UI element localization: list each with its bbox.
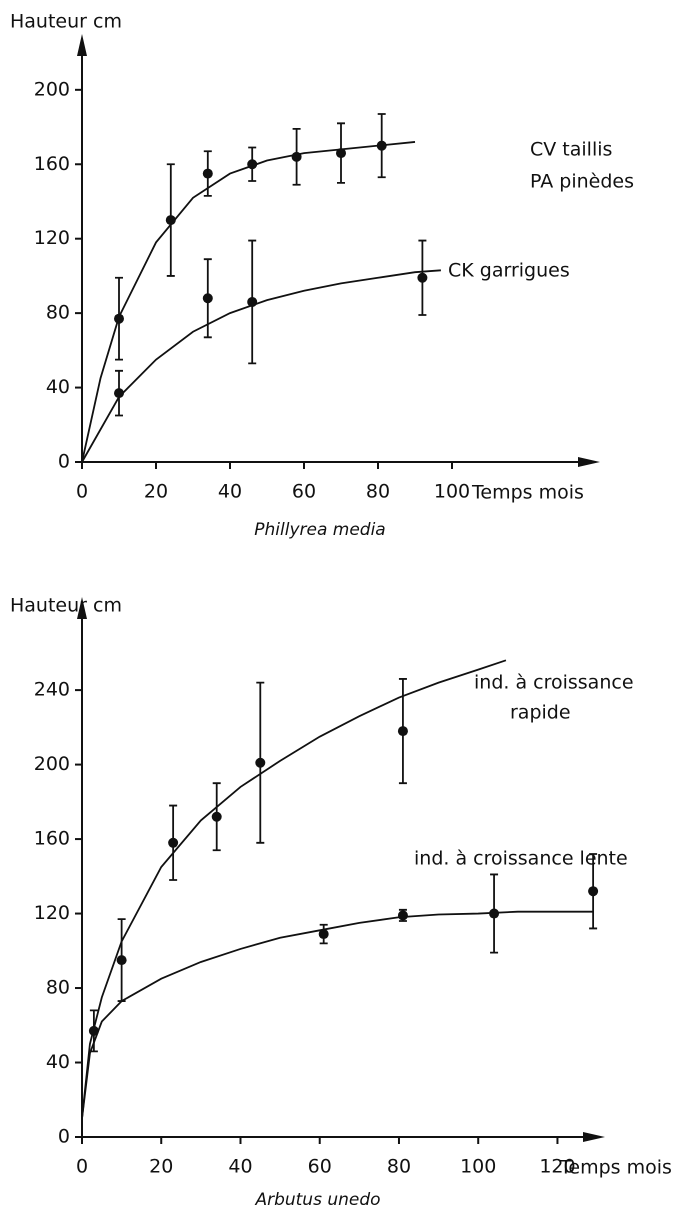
y-tick-label: 160 — [34, 153, 70, 175]
data-point — [336, 148, 346, 159]
series-label: ind. à croissance lente — [414, 848, 628, 870]
series-label: CV taillis — [530, 139, 612, 161]
x-axis-label: Temps mois — [471, 482, 584, 504]
data-point — [489, 908, 500, 919]
series-label: ind. à croissance — [474, 672, 634, 694]
data-point — [211, 811, 222, 822]
x-arrow — [578, 457, 600, 467]
y-axis-label: Hauteur cm — [10, 11, 122, 33]
y-tick-label: 0 — [58, 451, 70, 473]
y-tick-label: 200 — [34, 753, 70, 775]
series-label: rapide — [510, 702, 571, 724]
x-tick-label: 0 — [76, 1156, 88, 1178]
x-tick-label: 100 — [434, 481, 470, 503]
fit-curve — [81, 141, 416, 463]
data-point — [116, 955, 127, 966]
series-label: CK garrigues — [448, 260, 570, 282]
series-label: PA pinèdes — [530, 171, 634, 193]
data-point — [247, 159, 258, 170]
y-tick-label: 160 — [34, 828, 70, 850]
data-point — [202, 293, 213, 304]
data-point — [291, 151, 302, 162]
x-tick-label: 20 — [144, 481, 168, 503]
x-arrow — [583, 1132, 605, 1142]
x-axis-label: Temps mois — [559, 1157, 672, 1179]
data-point — [397, 726, 408, 737]
y-arrow — [77, 597, 87, 619]
caption: Arbutus unedo — [254, 1190, 380, 1210]
data-point — [165, 215, 176, 226]
y-arrow — [77, 34, 87, 56]
x-tick-label: 80 — [366, 481, 390, 503]
fit-curve — [81, 910, 594, 1119]
data-point — [397, 910, 408, 921]
y-tick-label: 80 — [46, 977, 70, 999]
data-point — [114, 313, 124, 324]
y-tick-label: 120 — [34, 227, 70, 249]
x-tick-label: 40 — [228, 1156, 252, 1178]
x-tick-label: 80 — [387, 1156, 411, 1178]
fit-curve — [81, 269, 441, 463]
y-tick-label: 80 — [46, 302, 70, 324]
y-tick-label: 240 — [34, 679, 70, 701]
y-tick-label: 0 — [58, 1126, 70, 1148]
y-axis-label: Hauteur cm — [10, 595, 122, 617]
y-tick-label: 200 — [34, 78, 70, 100]
data-point — [318, 929, 329, 940]
y-tick-label: 40 — [46, 1051, 70, 1073]
y-tick-label: 120 — [34, 902, 70, 924]
data-point — [168, 837, 179, 848]
y-tick-label: 40 — [46, 376, 70, 398]
x-tick-label: 20 — [149, 1156, 173, 1178]
x-tick-label: 0 — [76, 481, 88, 503]
x-tick-label: 60 — [292, 481, 316, 503]
x-tick-label: 40 — [218, 481, 242, 503]
x-tick-label: 120 — [539, 1156, 575, 1178]
data-point — [588, 886, 599, 897]
data-point — [114, 388, 124, 399]
fit-curve — [81, 659, 507, 1119]
data-point — [417, 272, 428, 283]
x-tick-label: 100 — [460, 1156, 496, 1178]
data-point — [202, 168, 213, 179]
caption: Phillyrea media — [254, 520, 385, 540]
data-point — [88, 1025, 99, 1036]
data-point — [247, 296, 258, 307]
data-point — [255, 757, 266, 768]
data-point — [376, 140, 387, 151]
x-tick-label: 60 — [308, 1156, 332, 1178]
